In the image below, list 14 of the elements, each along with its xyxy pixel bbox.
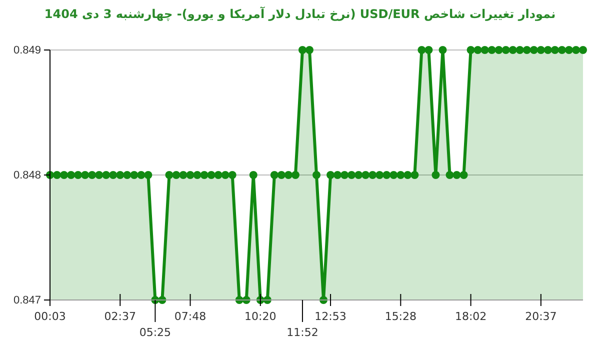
x-tick-label: 15:28 <box>384 310 417 323</box>
x-tick-label: 11:52 <box>286 326 318 339</box>
x-tick-label: 18:02 <box>454 310 487 323</box>
x-tick-label: 20:37 <box>525 310 557 323</box>
x-tick-label: 02:37 <box>104 310 136 323</box>
y-tick-label: 0.847 <box>13 294 41 307</box>
x-tick-label: 10:20 <box>244 310 276 323</box>
x-tick-label: 12:53 <box>314 310 346 323</box>
y-tick-label: 0.848 <box>13 170 41 182</box>
x-tick-label: 05:25 <box>139 326 172 339</box>
x-tick-label: 00:03 <box>34 310 66 323</box>
y-tick-label: 0.849 <box>13 44 41 57</box>
x-tick-label: 07:48 <box>174 310 206 323</box>
chart-title: نمودار تغییرات شاخص USD/EUR (نرخ تبادل دلار آمریکا و یورو)- چهارشنبه 3 دی 1404 <box>44 6 556 21</box>
